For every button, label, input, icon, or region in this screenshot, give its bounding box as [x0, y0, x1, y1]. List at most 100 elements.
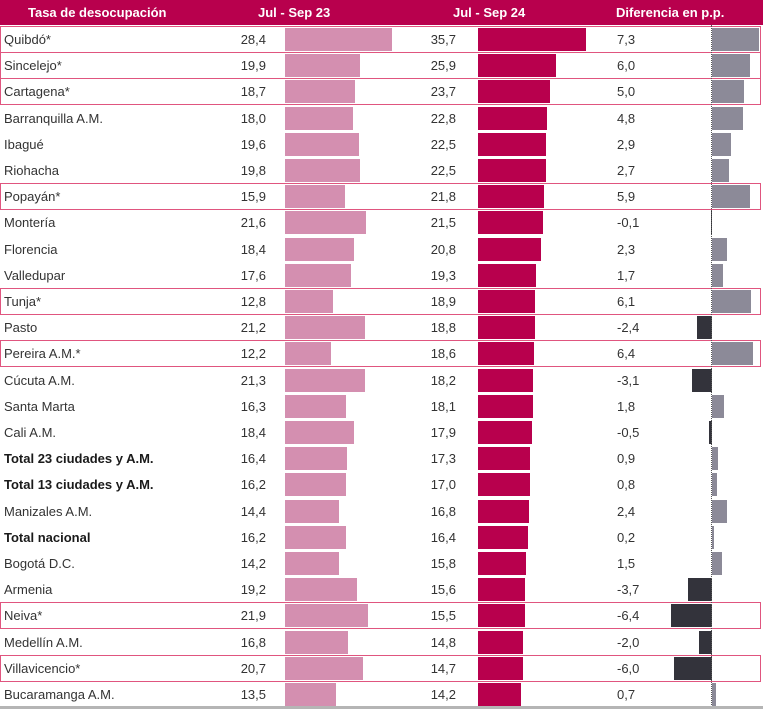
- bar-difference: [712, 263, 723, 287]
- value-jul-sep-24: 14,8: [430, 634, 456, 650]
- value-jul-sep-24: 19,3: [430, 267, 456, 283]
- bar-difference: [712, 552, 722, 575]
- row-label: Total 23 ciudades y A.M.: [4, 451, 154, 467]
- value-difference: 0,9: [617, 451, 636, 467]
- bar-jul-sep-23: [285, 525, 347, 549]
- bar-jul-sep-23: [285, 604, 368, 628]
- table-row: Pasto 21,2 18,8 -2,4: [0, 315, 763, 341]
- row-label: Armenia: [4, 582, 53, 598]
- table-row: Total 13 ciudades y A.M. 16,2 17,0 0,8: [0, 472, 763, 498]
- value-jul-sep-23: 16,3: [240, 398, 266, 414]
- bar-jul-sep-24: [478, 525, 528, 549]
- bar-jul-sep-24: [478, 683, 522, 706]
- value-difference: 5,0: [617, 84, 636, 100]
- value-jul-sep-24: 18,2: [430, 372, 456, 388]
- table-row: Pereira A.M.* 12,2 18,6 6,4: [0, 340, 763, 368]
- row-label: Cartagena*: [4, 84, 70, 100]
- value-difference: 6,0: [617, 58, 636, 74]
- value-jul-sep-23: 12,2: [240, 346, 266, 362]
- value-jul-sep-24: 18,1: [430, 398, 456, 414]
- value-jul-sep-24: 15,5: [430, 608, 456, 624]
- bar-difference: [712, 185, 750, 209]
- value-jul-sep-24: 17,3: [430, 451, 456, 467]
- value-jul-sep-24: 18,9: [430, 294, 456, 309]
- value-difference: 0,2: [617, 529, 636, 545]
- bar-jul-sep-24: [478, 368, 534, 392]
- table-row: Quibdó* 28,4 35,7 7,3: [0, 26, 763, 53]
- table-row: Neiva* 21,9 15,5 -6,4: [0, 602, 763, 630]
- value-jul-sep-23: 19,6: [240, 136, 266, 152]
- value-jul-sep-24: 25,9: [430, 58, 456, 74]
- bar-jul-sep-23: [285, 159, 360, 182]
- value-difference: 0,7: [617, 687, 636, 702]
- value-jul-sep-24: 15,6: [430, 582, 456, 598]
- row-label: Villavicencio*: [4, 660, 81, 676]
- value-jul-sep-24: 20,8: [430, 241, 456, 257]
- bar-difference: [712, 499, 728, 523]
- value-difference: 1,8: [617, 398, 636, 414]
- value-difference: 6,1: [617, 294, 636, 309]
- value-jul-sep-23: 21,9: [240, 608, 266, 624]
- bar-jul-sep-24: [478, 237, 542, 261]
- value-jul-sep-24: 14,7: [430, 660, 456, 676]
- value-jul-sep-23: 16,2: [240, 477, 266, 493]
- row-label: Cali A.M.: [4, 425, 57, 440]
- bar-jul-sep-23: [285, 80, 356, 104]
- value-jul-sep-24: 22,8: [430, 110, 456, 126]
- value-difference: 2,7: [617, 163, 636, 178]
- value-jul-sep-24: 21,5: [430, 215, 456, 231]
- bar-jul-sep-23: [285, 106, 353, 130]
- row-label: Cúcuta A.M.: [4, 372, 75, 388]
- bar-difference: [712, 342, 753, 366]
- table-row: Florencia 18,4 20,8 2,3: [0, 237, 763, 263]
- value-jul-sep-23: 15,9: [240, 189, 266, 205]
- table-row: Santa Marta 16,3 18,1 1,8: [0, 394, 763, 420]
- bar-jul-sep-24: [478, 28, 587, 51]
- bar-jul-sep-24: [478, 263, 537, 287]
- value-difference: 4,8: [617, 110, 636, 126]
- value-jul-sep-23: 21,3: [240, 372, 266, 388]
- bar-difference: [712, 290, 752, 313]
- value-jul-sep-24: 15,8: [430, 556, 456, 571]
- table-row: Cúcuta A.M. 21,3 18,2 -3,1: [0, 368, 763, 394]
- bar-difference: [671, 604, 712, 628]
- value-jul-sep-23: 18,7: [240, 84, 266, 100]
- table-row: Total nacional 16,2 16,4 0,2: [0, 525, 763, 551]
- table-row: Sincelejo* 19,9 25,9 6,0: [0, 52, 763, 80]
- bar-difference: [696, 316, 712, 340]
- row-label: Pasto: [4, 320, 38, 336]
- bar-difference: [692, 368, 712, 392]
- value-jul-sep-24: 23,7: [430, 84, 456, 100]
- table-row: Bogotá D.C. 14,2 15,8 1,5: [0, 551, 763, 577]
- bar-difference: [673, 656, 712, 680]
- bar-jul-sep-23: [285, 237, 355, 261]
- value-difference: 7,3: [617, 32, 636, 47]
- value-difference: 5,9: [617, 189, 636, 205]
- table-row: Popayán* 15,9 21,8 5,9: [0, 183, 763, 211]
- value-jul-sep-23: 19,2: [240, 582, 266, 598]
- value-jul-sep-23: 17,6: [240, 267, 266, 283]
- bar-jul-sep-24: [478, 394, 533, 418]
- bar-jul-sep-23: [285, 211, 367, 235]
- row-label: Montería: [4, 215, 56, 231]
- zero-baseline: [711, 25, 712, 707]
- bar-jul-sep-23: [285, 54, 361, 78]
- bar-difference: [712, 80, 744, 104]
- bar-jul-sep-23: [285, 552, 339, 575]
- value-difference: 2,9: [617, 136, 636, 152]
- row-label: Bogotá D.C.: [4, 556, 75, 571]
- bar-jul-sep-24: [478, 106, 548, 130]
- bar-jul-sep-24: [478, 578, 526, 602]
- row-label: Ibagué: [4, 136, 44, 152]
- bar-jul-sep-24: [478, 421, 533, 444]
- table-row: Bucaramanga A.M. 13,5 14,2 0,7: [0, 682, 763, 708]
- table-row: Cartagena* 18,7 23,7 5,0: [0, 78, 763, 106]
- bar-jul-sep-24: [478, 132, 547, 156]
- bar-jul-sep-23: [285, 473, 347, 497]
- bar-jul-sep-23: [285, 316, 365, 340]
- row-label: Pereira A.M.*: [4, 346, 81, 362]
- value-jul-sep-24: 16,8: [430, 503, 456, 519]
- bar-jul-sep-23: [285, 342, 331, 366]
- row-label: Riohacha: [4, 163, 59, 178]
- value-jul-sep-24: 14,2: [430, 687, 456, 702]
